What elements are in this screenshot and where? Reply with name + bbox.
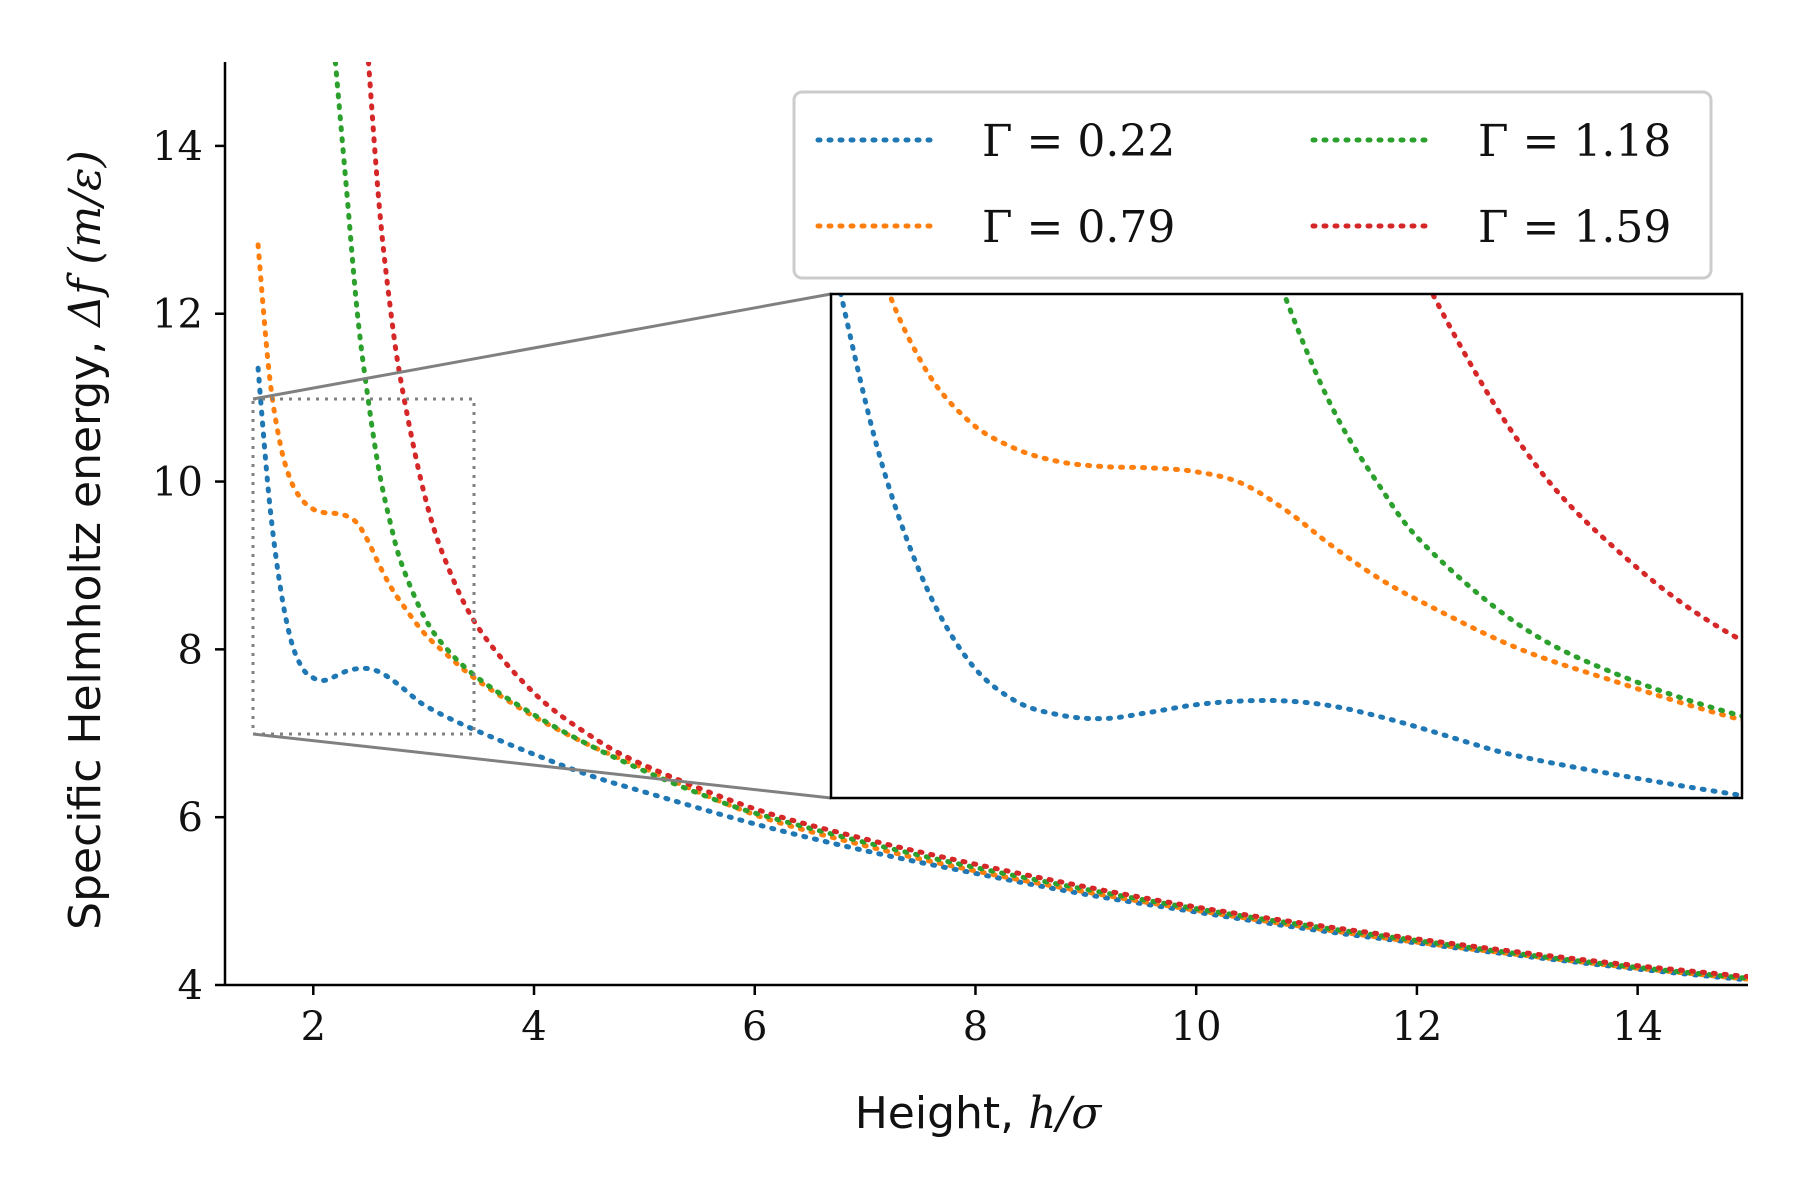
y-tick-label: 12 [152,292,203,338]
legend-label-gamma-118: Γ = 1.18 [1478,116,1671,167]
x-axis-label-math: h/σ [1028,1088,1103,1139]
y-tick-label: 8 [178,627,203,673]
series-022-line [255,365,1748,983]
x-tick-label: 14 [1612,1004,1663,1050]
y-ticks: 4 6 8 10 12 14 [152,124,225,1009]
x-tick-label: 10 [1171,1004,1222,1050]
series-022-inset-line [838,294,1742,798]
main-plot-area [255,62,1748,983]
y-axis-label-math: Δf (m/ε) [60,150,111,329]
series-118-line [332,62,1748,981]
x-axis-label: Height, h/σ [855,1088,1104,1139]
y-tick-label: 14 [152,124,203,170]
series-159-inset-line [1429,294,1742,644]
inset-frame-background [831,294,1742,798]
zoom-connector-bottom [252,732,832,800]
legend-label-gamma-159: Γ = 1.59 [1478,202,1671,253]
y-axis-label: Specific Helmholtz energy, Δf (m/ε) [60,150,111,930]
x-tick-label: 12 [1391,1004,1442,1050]
zoom-connector-top [252,292,832,401]
x-axis-label-prefix: Height, [855,1088,1028,1139]
legend-frame [792,90,1713,280]
legend-label-gamma-079: Γ = 0.79 [982,202,1175,253]
y-tick-label: 10 [152,460,203,506]
x-tick-label: 8 [963,1004,988,1050]
y-axis-label-prefix: Specific Helmholtz energy, [60,327,111,930]
x-tick-label: 6 [742,1004,767,1050]
x-tick-label: 4 [521,1004,546,1050]
inset-plot-area [838,294,1742,798]
inset-frame [829,292,1744,800]
x-tick-label: 2 [301,1004,326,1050]
x-ticks: 2 4 6 8 10 12 14 [301,985,1663,1050]
series-079-inset-line [886,294,1742,723]
y-tick-label: 4 [178,963,203,1009]
legend-label-gamma-022: Γ = 0.22 [982,116,1175,167]
series-079-line [255,242,1748,982]
series-159-line [366,62,1748,980]
zoom-region-rectangle [251,397,476,736]
y-tick-label: 6 [178,795,203,841]
legend: Γ = 0.22 Γ = 0.79 Γ = 1.18 Γ = 1.59 [792,90,1713,280]
